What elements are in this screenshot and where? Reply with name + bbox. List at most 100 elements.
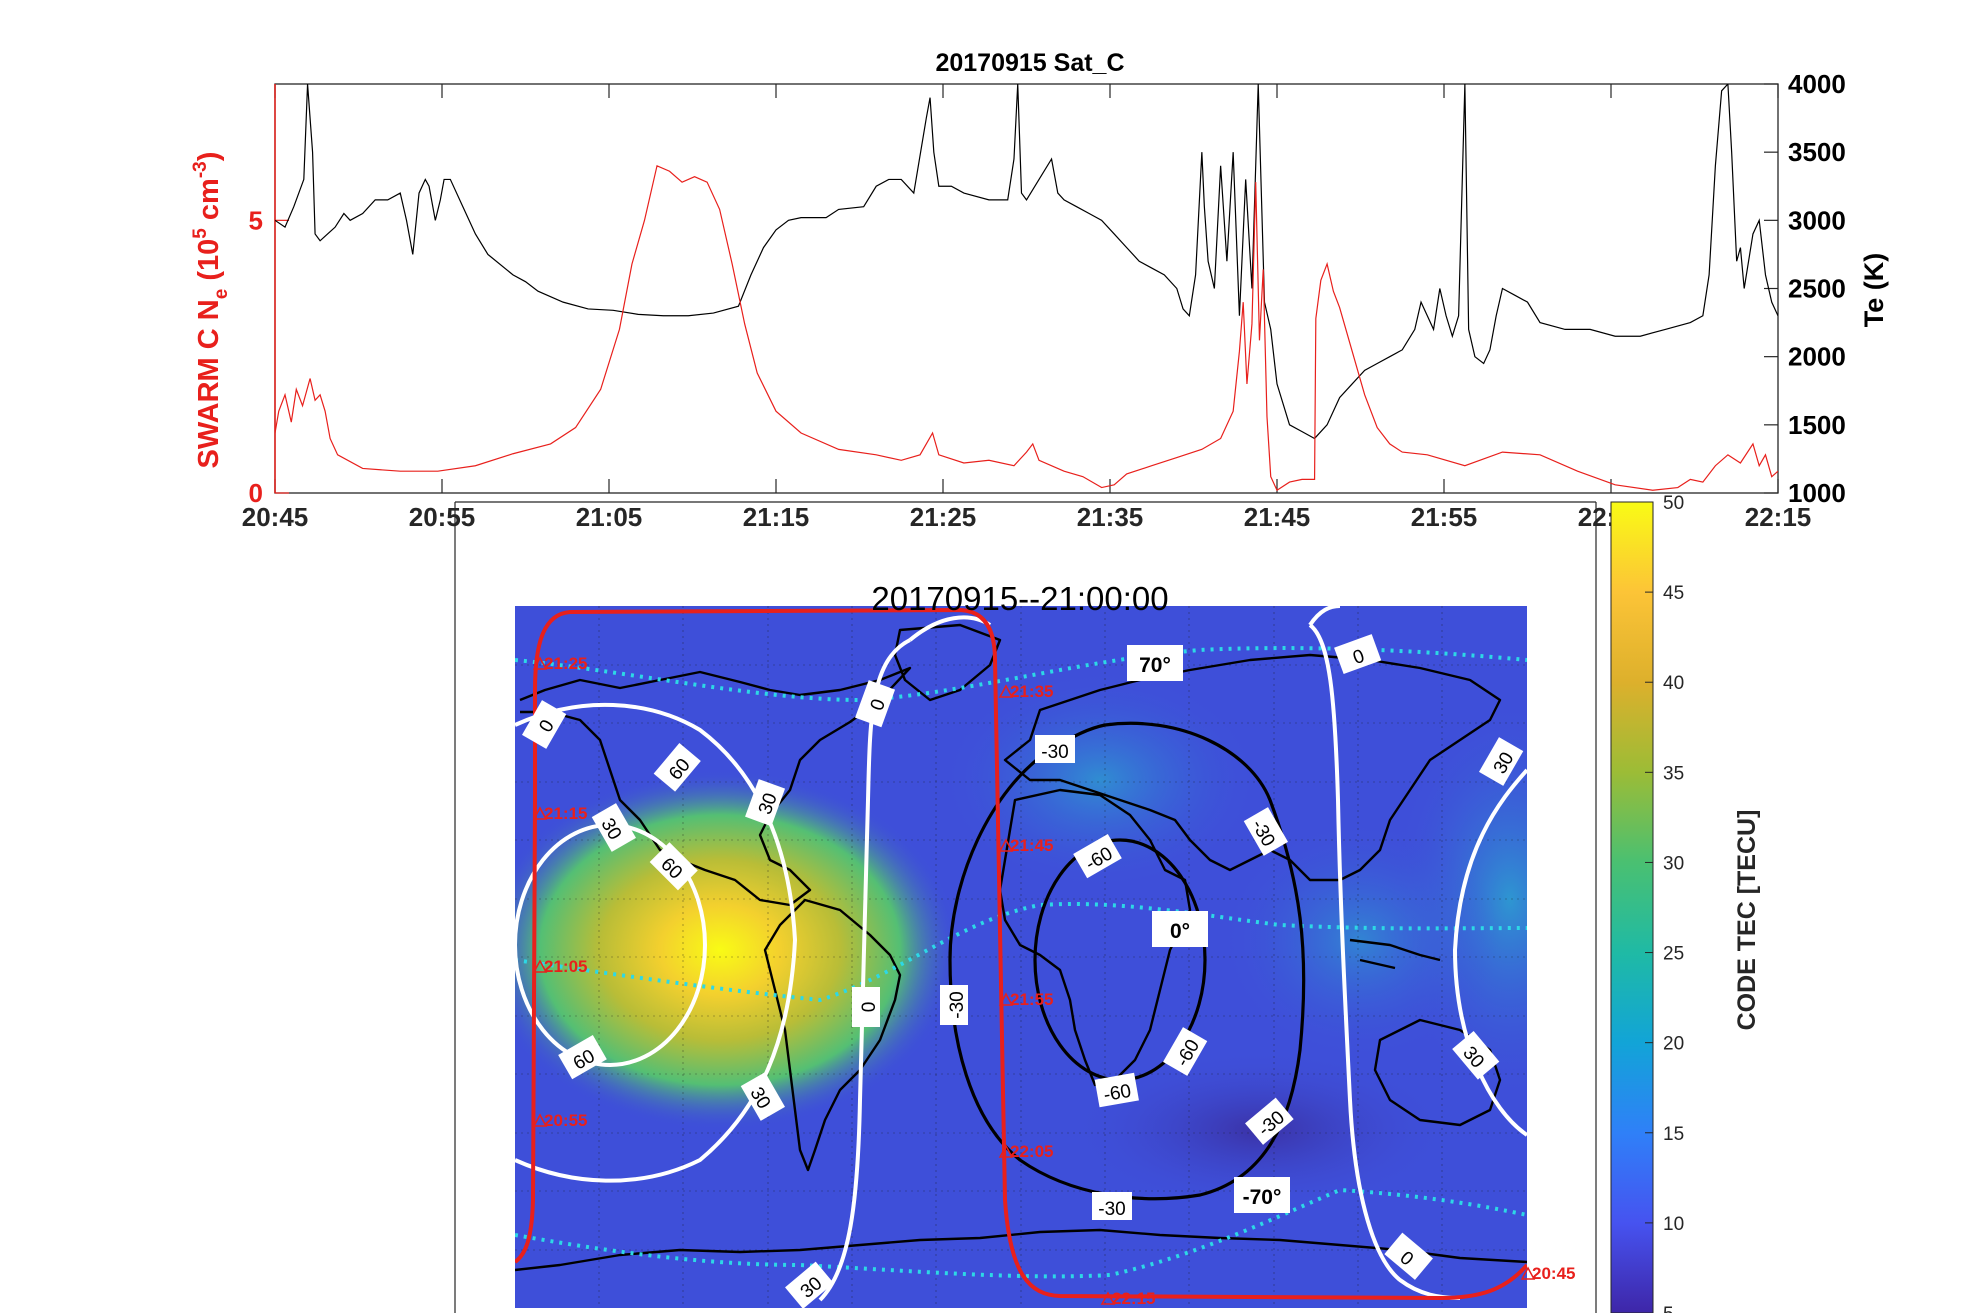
y-right-tick-label: 2000 xyxy=(1788,342,1846,372)
contour-label: -30 xyxy=(1035,735,1075,763)
y-left-tick-label: 5 xyxy=(249,205,263,235)
te-series-line xyxy=(275,84,1778,440)
x-tick-label: 21:15 xyxy=(743,502,810,532)
contour-white-30-east xyxy=(1452,768,1527,1137)
lat-label-box xyxy=(1234,1177,1290,1213)
colorbar-tick-label: 10 xyxy=(1663,1214,1684,1235)
orbit-time-label: 21:15 xyxy=(544,804,587,823)
coast-greenland xyxy=(893,623,1002,702)
contour-label: 60 xyxy=(558,1035,607,1080)
svg-text:-30: -30 xyxy=(1041,742,1068,763)
map-panel: 21:25 21:15 21:05 20:55 21:35 21:45 21:55 22:05… xyxy=(454,493,1761,1313)
x-tick-label: 21:25 xyxy=(910,502,977,532)
contour-white-0-east xyxy=(1308,623,1461,1300)
y-right-tick-label: 1500 xyxy=(1788,410,1846,440)
ne-series-line xyxy=(275,164,1778,492)
top-chart-title: 20170915 Sat_C xyxy=(935,49,1124,77)
contour-label: 0 xyxy=(855,680,896,728)
orbit-marker xyxy=(532,806,548,820)
svg-text:-60: -60 xyxy=(1102,1081,1133,1106)
orbit-marker xyxy=(998,992,1014,1006)
contour-label: -60 xyxy=(1094,1072,1139,1108)
contour-label: 0 xyxy=(1334,634,1382,675)
orbit-time-label: 21:45 xyxy=(1010,836,1053,855)
svg-text:-30: -30 xyxy=(1098,1199,1125,1220)
orbit-time-label: 22:05 xyxy=(1010,1142,1053,1161)
top-y-left-axis: 05 xyxy=(249,84,289,508)
orbit-marker xyxy=(532,959,548,973)
svg-text:-30: -30 xyxy=(947,991,968,1018)
tec-colorbar: 5 10 15 20 25 30 35 40 45 50 xyxy=(1610,493,1684,1313)
colorbar-tick-label: 45 xyxy=(1663,583,1684,604)
lat-label: 70° xyxy=(1139,654,1171,677)
contour-label: 30 xyxy=(1479,737,1524,786)
contour-label: 0 xyxy=(522,700,567,749)
contour-white-30 xyxy=(515,702,798,1183)
coast-africa xyxy=(998,788,1192,1087)
coast-south-america xyxy=(763,898,902,1172)
svg-text:0: 0 xyxy=(859,1002,880,1013)
tec-anomaly-hotspot xyxy=(515,770,960,1130)
satellite-orbit-track xyxy=(515,607,1527,1301)
top-y-right-axis: 1000 1500 2000 2500 3000 3500 4000 xyxy=(1764,69,1846,508)
colorbar-tick-label: 5 xyxy=(1663,1304,1674,1313)
top-plot-frame xyxy=(274,83,1779,494)
timeseries-panel: 20170915 Sat_C 20:45 20:55 21:05 21:15 21:25… xyxy=(190,49,1889,532)
y-right-tick-label: 3000 xyxy=(1788,205,1846,235)
orbit-time-label: 20:55 xyxy=(544,1111,587,1130)
orbit-time-label: 21:05 xyxy=(544,957,587,976)
map-title: 20170915--21:00:00 xyxy=(871,580,1168,617)
orbit-marker xyxy=(998,1144,1014,1158)
y-right-label: Te (K) xyxy=(1859,253,1889,328)
orbit-time-label: 21:25 xyxy=(544,654,587,673)
colorbar-tick-label: 25 xyxy=(1663,944,1684,965)
white-contours xyxy=(515,606,1527,1302)
x-tick-label: 21:55 xyxy=(1411,502,1478,532)
orbit-marker xyxy=(998,684,1014,698)
colorbar-tick-label: 50 xyxy=(1663,493,1684,514)
x-tick-label: 22:15 xyxy=(1745,502,1812,532)
colorbar-tick-label: 15 xyxy=(1663,1124,1684,1145)
magnetic-latitude-labels: 70° 0° -70° xyxy=(1127,645,1290,1213)
contour-white-0-east-top xyxy=(1308,606,1341,627)
orbit-marker xyxy=(532,1113,548,1127)
orbit-time-label: 21:35 xyxy=(1010,682,1053,701)
x-tick-label: 21:05 xyxy=(576,502,643,532)
contour-labels: 03060606030300030303000-30-30-60-60-60-3… xyxy=(522,634,1524,1309)
colorbar-tick-label: 35 xyxy=(1663,763,1684,784)
orbit-time-label: 20:45 xyxy=(1532,1264,1575,1283)
colorbar-gradient xyxy=(1610,501,1654,1313)
tec-teal-north xyxy=(940,670,1260,890)
coast-australia xyxy=(1373,1018,1502,1127)
lat-label: 0° xyxy=(1170,920,1190,943)
orbit-marker xyxy=(998,838,1014,852)
contour-label: -30 xyxy=(1092,1192,1132,1220)
contour-label: 0 xyxy=(852,987,880,1027)
x-tick-label: 21:45 xyxy=(1244,502,1311,532)
contour-label: -60 xyxy=(1073,834,1122,879)
orbit-marker xyxy=(1520,1266,1536,1280)
y-left-label: SWARM C Ne (105 cm-3) xyxy=(190,152,232,469)
orbit-marker xyxy=(532,656,548,670)
orbit-time-labels: 21:25 21:15 21:05 20:55 21:35 21:45 21:55 22:05… xyxy=(532,654,1575,1308)
x-tick-label: 20:55 xyxy=(409,502,476,532)
y-right-tick-label: 4000 xyxy=(1788,69,1846,99)
x-tick-label: 20:45 xyxy=(242,502,309,532)
orbit-time-label: 22:15 xyxy=(1112,1289,1155,1308)
contour-black-minus30 xyxy=(948,721,1306,1201)
contour-label: 0 xyxy=(1384,1232,1433,1280)
coast-indonesia xyxy=(1349,938,1441,970)
y-right-tick-label: 3500 xyxy=(1788,137,1846,167)
y-left-tick-label: 0 xyxy=(249,478,263,508)
colorbar-tick-label: 30 xyxy=(1663,853,1684,874)
colorbar-tick-label: 20 xyxy=(1663,1034,1684,1055)
tec-teal-asia xyxy=(1220,820,1500,1060)
orbit-marker xyxy=(1100,1291,1116,1305)
y-right-tick-label: 1000 xyxy=(1788,478,1846,508)
contour-label: 30 xyxy=(591,803,636,852)
lat-label-box xyxy=(1127,645,1183,681)
contour-label: -30 xyxy=(940,985,968,1025)
x-tick-label: 21:35 xyxy=(1077,502,1144,532)
orbit-time-label: 21:55 xyxy=(1010,990,1053,1009)
lat-label-box xyxy=(1152,911,1208,947)
